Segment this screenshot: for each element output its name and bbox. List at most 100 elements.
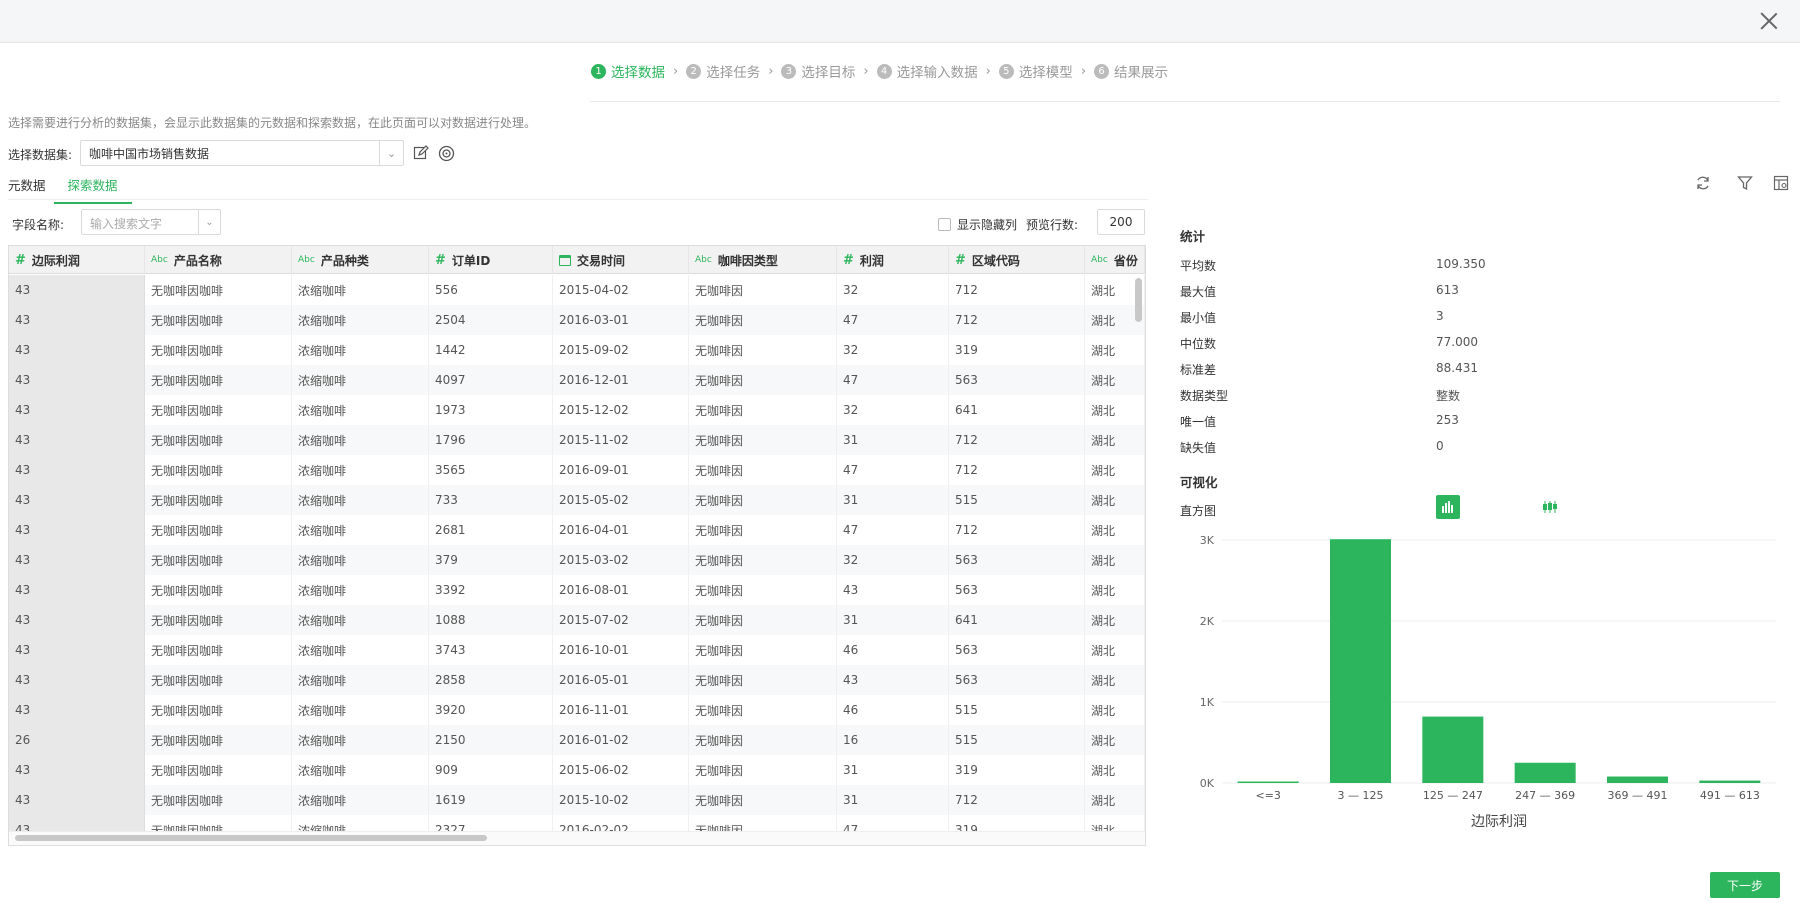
- stat-value: 0: [1436, 439, 1444, 453]
- column-header[interactable]: # 利润: [837, 246, 949, 274]
- tab-metadata[interactable]: 元数据: [8, 178, 46, 193]
- table-cell: 2016-11-01: [553, 695, 689, 725]
- show-hidden-toggle[interactable]: 显示隐藏列: [938, 216, 1017, 233]
- column-settings-icon[interactable]: [1772, 174, 1790, 192]
- table-cell: 43: [9, 305, 145, 335]
- table-cell: 湖北: [1085, 515, 1145, 545]
- step-3[interactable]: 3 选择目标: [781, 61, 855, 81]
- table-cell: 无咖啡因: [689, 515, 837, 545]
- column-header-label: 订单ID: [451, 253, 491, 268]
- field-name-label: 字段名称:: [12, 218, 65, 232]
- histogram-bar[interactable]: [1607, 776, 1668, 783]
- step-number: 6: [1094, 63, 1110, 79]
- column-header[interactable]: # 区域代码: [949, 246, 1085, 274]
- table-cell: 43: [9, 485, 145, 515]
- table-cell: 无咖啡因: [689, 665, 837, 695]
- histogram-bar[interactable]: [1699, 780, 1761, 783]
- table-cell: 无咖啡因咖啡: [145, 485, 292, 515]
- histogram-view-button[interactable]: [1436, 495, 1460, 519]
- refresh-icon[interactable]: [1694, 174, 1712, 192]
- histogram-label: 直方图: [1180, 504, 1217, 518]
- stat-value: 3: [1436, 309, 1444, 323]
- step-4[interactable]: 4 选择输入数据: [876, 61, 978, 81]
- table-cell: 3920: [429, 695, 553, 725]
- step-2[interactable]: 2 选择任务: [686, 61, 760, 81]
- dataset-select-value: 咖啡中国市场销售数据: [89, 147, 210, 161]
- table-cell: 无咖啡因: [689, 755, 837, 785]
- table-cell: 712: [949, 305, 1085, 335]
- dataset-select[interactable]: 咖啡中国市场销售数据 ⌄: [80, 140, 404, 166]
- table-cell: 43: [9, 605, 145, 635]
- chevron-down-icon[interactable]: ⌄: [198, 210, 220, 234]
- stat-label: 最大值: [1180, 285, 1217, 299]
- table-cell: 379: [429, 545, 553, 575]
- number-type-icon: #: [955, 252, 966, 268]
- column-header[interactable]: # 边际利润: [9, 246, 145, 274]
- histogram-bar[interactable]: [1422, 716, 1484, 783]
- show-hidden-checkbox[interactable]: [938, 218, 951, 231]
- table-cell: 浓缩咖啡: [292, 515, 429, 545]
- table-cell: 湖北: [1085, 305, 1145, 335]
- step-1[interactable]: 1 选择数据: [591, 61, 665, 81]
- stat-value: 77.000: [1436, 335, 1478, 349]
- column-header[interactable]: Abc 省份: [1085, 246, 1145, 274]
- table-cell: 无咖啡因咖啡: [145, 725, 292, 755]
- table-cell: 31: [837, 425, 949, 455]
- table-cell: 2015-10-02: [553, 785, 689, 815]
- explore-icon[interactable]: [437, 144, 455, 162]
- text-type-icon: Abc: [1091, 255, 1108, 265]
- table-cell: 733: [429, 485, 553, 515]
- chevron-down-icon[interactable]: ⌄: [379, 141, 403, 165]
- table-cell: 无咖啡因咖啡: [145, 395, 292, 425]
- column-header[interactable]: 交易时间: [553, 246, 689, 274]
- stat-label: 缺失值: [1180, 441, 1217, 455]
- table-cell: 浓缩咖啡: [292, 695, 429, 725]
- column-header[interactable]: Abc 咖啡因类型: [689, 246, 837, 274]
- step-5[interactable]: 5 选择模型: [998, 61, 1073, 81]
- table-cell: 2016-04-01: [553, 515, 689, 545]
- close-icon[interactable]: [1758, 10, 1780, 32]
- text-type-icon: Abc: [695, 255, 712, 265]
- horizontal-scrollbar[interactable]: [15, 835, 487, 841]
- table-cell: 无咖啡因咖啡: [145, 635, 292, 665]
- y-tick-label: 0K: [1200, 777, 1215, 790]
- table-row: 43 无咖啡因咖啡 浓缩咖啡 3920 2016-11-01 无咖啡因 46 515 湖北: [9, 695, 1145, 725]
- table-cell: 浓缩咖啡: [292, 485, 429, 515]
- histogram-bar[interactable]: [1330, 539, 1391, 783]
- table-cell: 32: [837, 275, 949, 305]
- filter-icon[interactable]: [1736, 174, 1754, 192]
- histogram-bar[interactable]: [1237, 781, 1299, 784]
- tab-explore-data[interactable]: 探索数据: [53, 175, 132, 204]
- boxplot-view-button[interactable]: [1538, 495, 1562, 519]
- stat-value: 88.431: [1436, 361, 1478, 375]
- table-cell: 浓缩咖啡: [292, 725, 429, 755]
- vertical-scrollbar[interactable]: [1135, 278, 1142, 322]
- table-cell: 641: [949, 395, 1085, 425]
- show-hidden-label: 显示隐藏列: [957, 218, 1018, 232]
- table-cell: 2504: [429, 305, 553, 335]
- table-cell: 43: [9, 755, 145, 785]
- histogram-bar[interactable]: [1514, 762, 1576, 783]
- number-type-icon: #: [15, 252, 26, 268]
- table-cell: 712: [949, 275, 1085, 305]
- preview-rows-input[interactable]: 200: [1097, 209, 1145, 235]
- table-cell: 2016-12-01: [553, 365, 689, 395]
- table-row: 43 无咖啡因咖啡 浓缩咖啡 733 2015-05-02 无咖啡因 31 515 湖北: [9, 485, 1145, 515]
- table-row: 43 无咖啡因咖啡 浓缩咖啡 1796 2015-11-02 无咖啡因 31 712 湖北: [9, 425, 1145, 455]
- table-cell: 16: [837, 725, 949, 755]
- next-step-button[interactable]: 下一步: [1710, 872, 1780, 898]
- column-header[interactable]: # 订单ID: [429, 246, 553, 274]
- table-cell: 湖北: [1085, 575, 1145, 605]
- edit-icon[interactable]: [412, 144, 430, 162]
- table-cell: 湖北: [1085, 605, 1145, 635]
- table-cell: 2015-11-02: [553, 425, 689, 455]
- step-6[interactable]: 6 结果展示: [1094, 61, 1168, 81]
- field-search-input[interactable]: 输入搜索文字 ⌄: [81, 209, 221, 235]
- table-cell: 无咖啡因咖啡: [145, 515, 292, 545]
- table-cell: 无咖啡因咖啡: [145, 455, 292, 485]
- table-cell: 无咖啡因咖啡: [145, 755, 292, 785]
- table-cell: 浓缩咖啡: [292, 395, 429, 425]
- text-type-icon: Abc: [151, 255, 168, 265]
- column-header[interactable]: Abc 产品名称: [145, 246, 292, 274]
- column-header[interactable]: Abc 产品种类: [292, 246, 429, 274]
